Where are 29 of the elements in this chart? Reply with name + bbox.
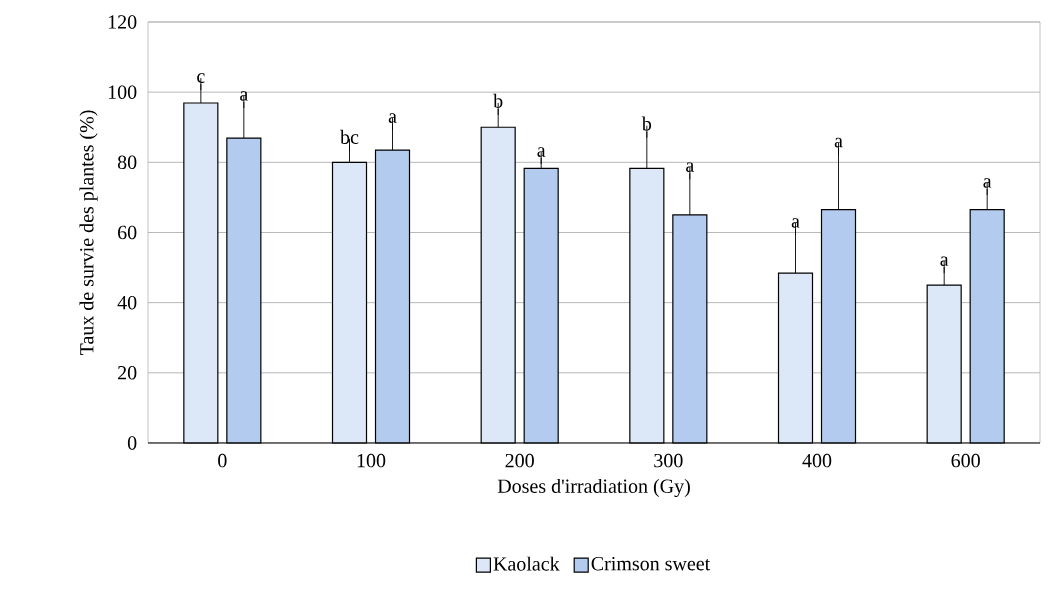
y-axis-title: Taux de survie des plantes (%) <box>79 110 98 355</box>
y-tick-label: 60 <box>118 225 137 240</box>
y-tick-label: 80 <box>117 155 137 170</box>
x-tick-label: 200 <box>505 453 534 468</box>
data-label: a <box>940 256 949 267</box>
y-tick-label: 40 <box>117 295 137 310</box>
data-label: c <box>197 73 205 83</box>
y-tick-label: 0 <box>127 436 137 450</box>
y-tick-label: 100 <box>108 85 137 99</box>
x-tick-label: 100 <box>357 453 386 468</box>
data-label: bc <box>340 129 359 144</box>
x-tick-label: 300 <box>654 453 683 468</box>
x-tick-label: 600 <box>951 453 980 468</box>
data-label: a <box>388 113 397 123</box>
legend-label: Crimson sweet <box>591 556 711 571</box>
data-label: a <box>537 147 546 157</box>
data-label: b <box>493 93 503 108</box>
x-tick-label: 0 <box>218 453 227 468</box>
x-tick-label: 400 <box>802 453 832 468</box>
data-label: a <box>686 162 695 172</box>
legend-label: Kaolack <box>493 556 560 571</box>
data-label: a <box>240 91 249 101</box>
data-label: b <box>641 116 652 131</box>
data-label: a <box>791 218 800 228</box>
data-label: a <box>983 178 992 188</box>
data-label: a <box>834 137 843 148</box>
x-axis-title: Doses d'irradiation (Gy) <box>497 478 690 498</box>
y-tick-label: 120 <box>108 15 137 29</box>
y-tick-label: 20 <box>118 366 137 380</box>
